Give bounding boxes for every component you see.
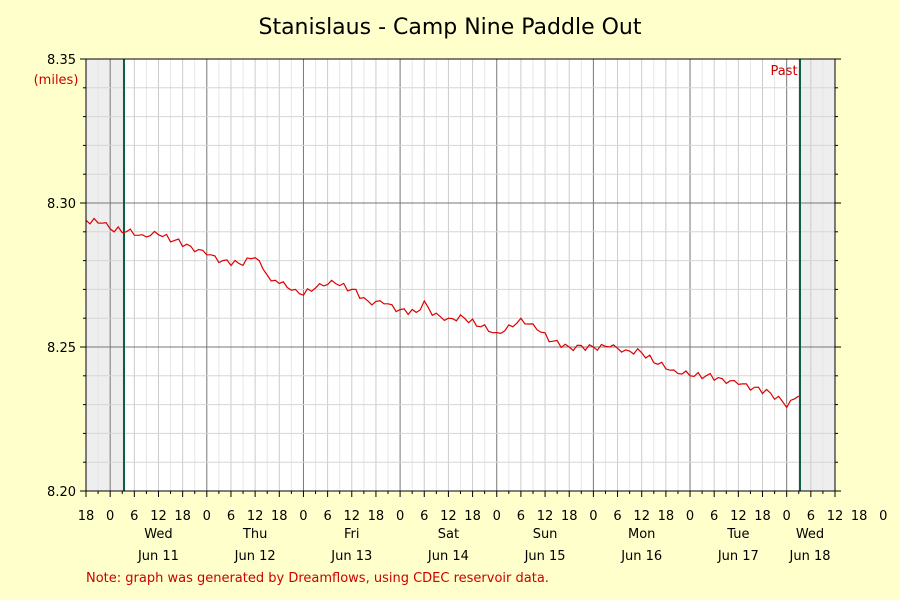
x-weekday-label: Thu bbox=[242, 527, 267, 542]
x-date-label: Jun 17 bbox=[717, 549, 759, 564]
y-tick-label: 8.30 bbox=[47, 197, 76, 212]
y-tick-label: 8.35 bbox=[47, 53, 76, 68]
x-weekday-label: Fri bbox=[344, 527, 360, 542]
x-date-label: Jun 15 bbox=[524, 549, 566, 564]
x-weekday-label: Sun bbox=[533, 527, 558, 542]
series-line bbox=[85, 217, 800, 409]
x-tick-label: 12 bbox=[730, 509, 747, 524]
x-tick-label: 18 bbox=[78, 509, 95, 524]
y-axis-unit-label: (miles) bbox=[34, 73, 79, 88]
x-tick-label: 12 bbox=[440, 509, 457, 524]
x-tick-label: 6 bbox=[323, 509, 331, 524]
x-tick-label: 12 bbox=[247, 509, 264, 524]
x-tick-label: 6 bbox=[420, 509, 428, 524]
x-date-label: Jun 14 bbox=[427, 549, 469, 564]
x-tick-label: 18 bbox=[368, 509, 385, 524]
x-tick-label: 0 bbox=[396, 509, 404, 524]
x-tick-label: 0 bbox=[589, 509, 597, 524]
x-weekday-label: Tue bbox=[726, 527, 749, 542]
x-tick-label: 18 bbox=[174, 509, 191, 524]
footer-note: Note: graph was generated by Dreamflows,… bbox=[86, 571, 549, 586]
x-tick-label: 0 bbox=[203, 509, 211, 524]
x-tick-label: 12 bbox=[344, 509, 361, 524]
y-axis: 8.20 8.25 8.30 8.35 bbox=[47, 53, 841, 500]
x-tick-label: 6 bbox=[710, 509, 718, 524]
x-weekday-label: Wed bbox=[144, 527, 172, 542]
x-tick-label: 0 bbox=[493, 509, 501, 524]
x-tick-label: 18 bbox=[464, 509, 481, 524]
x-tick-label: 12 bbox=[827, 509, 844, 524]
x-tick-label: 6 bbox=[807, 509, 815, 524]
x-tick-label: 0 bbox=[106, 509, 114, 524]
x-weekday-label: Sat bbox=[438, 527, 459, 542]
x-tick-label: 12 bbox=[150, 509, 167, 524]
x-date-label: Jun 13 bbox=[330, 549, 372, 564]
x-tick-label: 18 bbox=[271, 509, 288, 524]
x-tick-label: 6 bbox=[227, 509, 235, 524]
x-axis: 18 0 6 12 18 0 6 12 18 0 6 12 18 0 6 12 18 0 6 12 18 0 6 12 18 0 6… bbox=[78, 491, 887, 564]
x-tick-label: 12 bbox=[633, 509, 650, 524]
x-tick-label: 6 bbox=[613, 509, 621, 524]
x-tick-label: 6 bbox=[130, 509, 138, 524]
x-weekday-label: Mon bbox=[628, 527, 655, 542]
x-tick-label: 18 bbox=[561, 509, 578, 524]
y-tick-label: 8.20 bbox=[47, 485, 76, 500]
past-label: Past bbox=[770, 64, 797, 79]
x-tick-label: 0 bbox=[879, 509, 887, 524]
left-shaded-region bbox=[86, 59, 124, 491]
y-tick-label: 8.25 bbox=[47, 341, 76, 356]
x-weekday-label: Wed bbox=[796, 527, 824, 542]
data-marks bbox=[85, 217, 800, 409]
x-date-label: Jun 16 bbox=[620, 549, 662, 564]
x-tick-label: 0 bbox=[299, 509, 307, 524]
x-tick-label: 12 bbox=[537, 509, 554, 524]
x-date-label: Jun 18 bbox=[789, 549, 831, 564]
grid-lines bbox=[85, 58, 836, 492]
x-tick-label: 0 bbox=[686, 509, 694, 524]
x-tick-label: 18 bbox=[754, 509, 771, 524]
x-date-label: Jun 12 bbox=[234, 549, 276, 564]
x-tick-label: 18 bbox=[851, 509, 868, 524]
chart-title: Stanislaus - Camp Nine Paddle Out bbox=[258, 15, 641, 40]
right-shaded-region bbox=[800, 59, 835, 491]
x-date-label: Jun 11 bbox=[137, 549, 179, 564]
x-tick-label: 0 bbox=[783, 509, 791, 524]
x-tick-label: 6 bbox=[517, 509, 525, 524]
x-tick-label: 18 bbox=[658, 509, 675, 524]
